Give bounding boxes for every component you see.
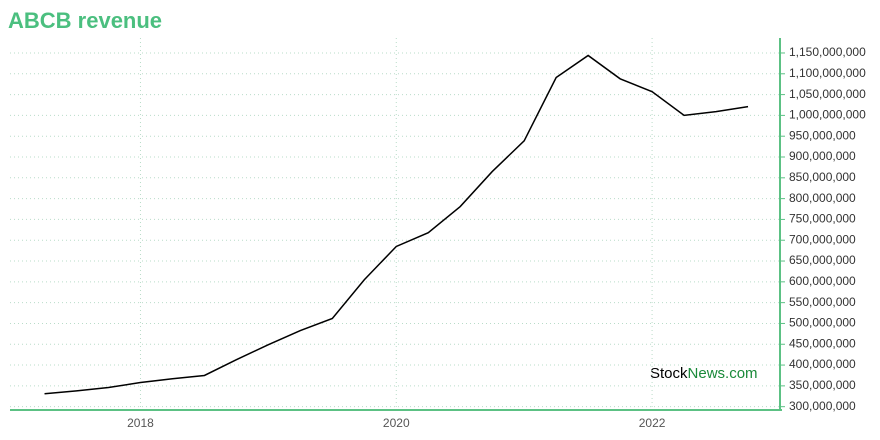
y-tick-label: 1,150,000,000 xyxy=(789,45,866,59)
x-tick-label: 2020 xyxy=(383,416,410,430)
y-tick-label: 350,000,000 xyxy=(789,378,856,392)
y-tick-label: 900,000,000 xyxy=(789,149,856,163)
y-tick-label: 800,000,000 xyxy=(789,191,856,205)
line-series xyxy=(44,54,749,395)
y-tick-label: 400,000,000 xyxy=(789,357,856,371)
y-tick-label: 550,000,000 xyxy=(789,295,856,309)
y-tick-label: 600,000,000 xyxy=(789,274,856,288)
x-tick-label: 2022 xyxy=(639,416,666,430)
y-tick-label: 1,050,000,000 xyxy=(789,87,866,101)
y-tick-label: 1,000,000,000 xyxy=(789,108,866,122)
watermark-part: News.com xyxy=(688,365,758,382)
y-tick-label: 700,000,000 xyxy=(789,232,856,246)
y-tick-label: 300,000,000 xyxy=(789,399,856,413)
x-tick-label: 2018 xyxy=(127,416,154,430)
chart-title: ABCB revenue xyxy=(8,8,162,33)
y-tick-label: 850,000,000 xyxy=(789,170,856,184)
watermark-part: Stock xyxy=(650,365,688,382)
y-tick-label: 500,000,000 xyxy=(789,316,856,330)
y-tick-label: 950,000,000 xyxy=(789,128,856,142)
y-tick-label: 450,000,000 xyxy=(789,336,856,350)
watermark: StockNews.com xyxy=(650,365,758,382)
y-tick-label: 650,000,000 xyxy=(789,253,856,267)
y-tick-label: 1,100,000,000 xyxy=(789,66,866,80)
y-tick-label: 750,000,000 xyxy=(789,212,856,226)
